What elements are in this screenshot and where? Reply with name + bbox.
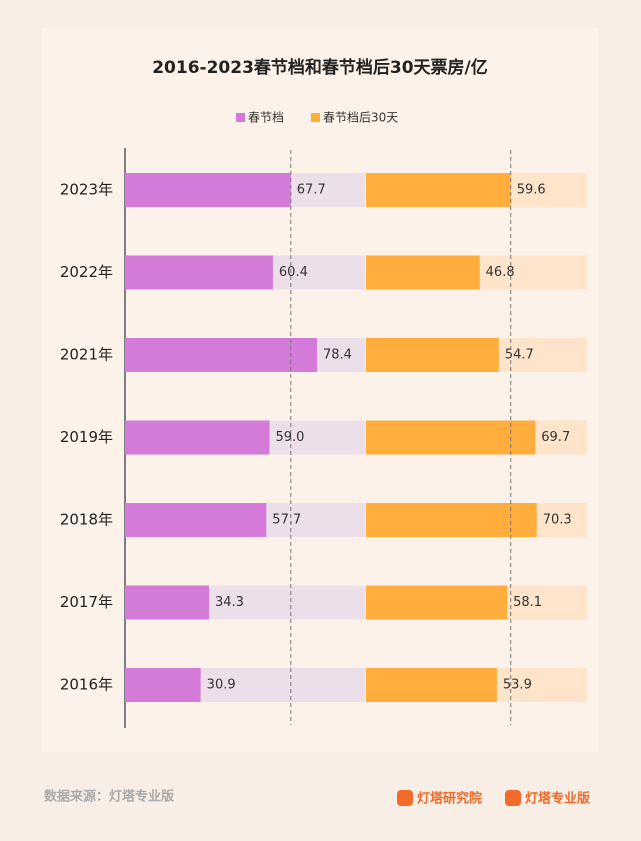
logo-text: 灯塔专业版 (525, 791, 590, 807)
bar (125, 585, 209, 620)
y-tick-label: 2021年 (60, 346, 113, 364)
bar (125, 503, 267, 537)
bar (366, 668, 497, 702)
y-tick-label: 2018年 (60, 511, 113, 529)
y-tick-label: 2023年 (60, 181, 113, 199)
value-label: 78.4 (323, 348, 352, 363)
value-label: 60.4 (279, 265, 308, 280)
source: 数据来源：灯塔专业版 (44, 789, 174, 805)
bar (366, 585, 508, 620)
value-label: 58.1 (513, 595, 542, 610)
value-label: 70.3 (543, 513, 572, 528)
value-label: 53.9 (503, 678, 532, 693)
bar (125, 420, 270, 455)
bar (125, 173, 291, 207)
y-tick-label: 2017年 (60, 593, 113, 611)
legend-label: 春节档后30天 (323, 111, 398, 125)
value-label: 69.7 (541, 430, 570, 445)
bar (366, 255, 480, 290)
y-tick-label: 2016年 (60, 676, 113, 694)
chart-title: 2016-2023春节档和春节档后30天票房/亿 (152, 57, 488, 78)
bar (366, 338, 499, 372)
value-label: 59.6 (517, 183, 546, 198)
value-label: 54.7 (505, 348, 534, 363)
y-tick-label: 2022年 (60, 263, 113, 281)
logo-text: 灯塔研究院 (417, 791, 482, 807)
value-label: 34.3 (215, 595, 244, 610)
value-label: 30.9 (207, 678, 236, 693)
value-label: 46.8 (486, 265, 515, 280)
bar (366, 503, 537, 537)
logo-icon (505, 790, 521, 806)
value-label: 67.7 (297, 183, 326, 198)
bar (366, 420, 536, 455)
value-label: 59.0 (275, 430, 304, 445)
legend-label: 春节档 (248, 111, 284, 125)
bar (125, 668, 201, 702)
y-tick-label: 2019年 (60, 428, 113, 446)
value-label: 57.7 (272, 513, 301, 528)
bar (125, 255, 273, 290)
panel (42, 28, 598, 752)
logo-icon (397, 790, 413, 806)
bar (366, 173, 511, 207)
legend-swatch (311, 113, 320, 122)
bar (125, 338, 317, 372)
legend-swatch (236, 113, 245, 122)
